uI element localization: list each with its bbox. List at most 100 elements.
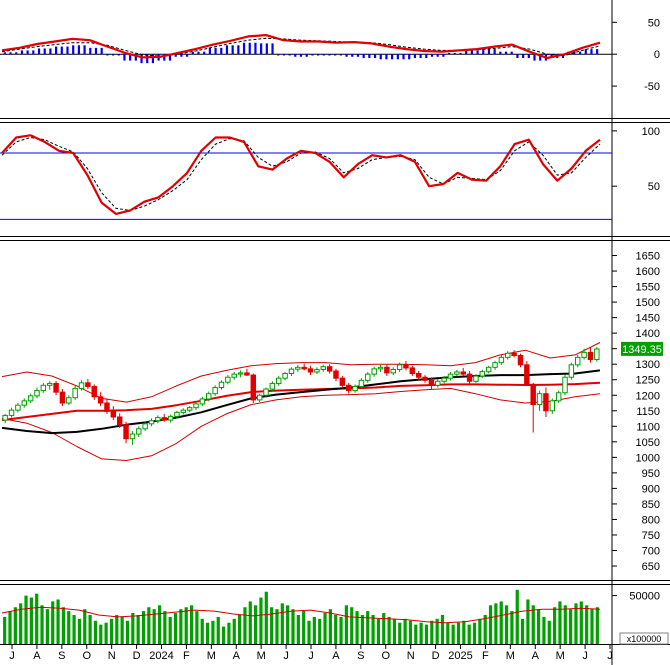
candle-body: [123, 424, 129, 440]
candle-body: [110, 410, 117, 418]
candle-body: [562, 376, 568, 394]
volume-bar: [515, 589, 519, 644]
candle-body: [594, 348, 600, 361]
volume-bar: [29, 597, 33, 644]
candle-body: [390, 368, 396, 374]
volume-bar: [472, 622, 477, 644]
volume-bar: [3, 616, 7, 644]
candle-body: [180, 409, 187, 413]
candle-body: [358, 379, 365, 388]
y-tick-label: 950: [642, 468, 660, 480]
volume-bar: [227, 622, 231, 644]
x-tick-label: J: [283, 650, 289, 662]
candle-body: [85, 382, 91, 388]
volume-bar: [131, 613, 135, 644]
last-price-marker: [621, 341, 663, 356]
stochastic-d-line: [1, 137, 601, 211]
volume-bar: [200, 618, 204, 644]
x-tick-label: J: [582, 650, 588, 662]
candle-body: [231, 373, 237, 378]
volume-bar: [157, 605, 162, 644]
volume-bar: [147, 607, 151, 644]
candle-body: [454, 371, 460, 375]
y-tick-label: 50: [648, 17, 660, 29]
volume-bar: [371, 614, 375, 644]
y-tick-label: 800: [642, 514, 660, 526]
volume-panel: [1, 589, 601, 644]
volume-bar: [254, 605, 258, 644]
volume-bar: [323, 613, 327, 644]
volume-bar: [392, 618, 397, 644]
axes: 50 0 -50 100 50 650 700 750 800 850 900 950 1000 1050…: [9, 17, 669, 662]
candle-body: [53, 382, 59, 393]
candle-body: [256, 394, 263, 401]
candle-body: [447, 373, 454, 379]
candle-body: [129, 433, 136, 440]
y-tick-label: 0: [654, 49, 660, 61]
x-tick-label: D: [432, 650, 440, 662]
x-tick-label: S: [357, 650, 364, 662]
candle-body: [218, 381, 225, 388]
volume-bar: [189, 605, 194, 644]
volume-bar: [547, 620, 551, 644]
candle-body: [587, 351, 594, 361]
candle-body: [479, 371, 486, 377]
candle-body: [244, 372, 250, 376]
x-tick-label: 2024: [149, 650, 173, 662]
y-tick-label: 1200: [636, 390, 660, 402]
volume-bar: [35, 593, 39, 644]
volume-bar: [286, 605, 290, 644]
volume-bar: [520, 618, 525, 644]
candle-body: [371, 368, 377, 375]
volume-bar: [67, 611, 71, 644]
volume-bar: [99, 624, 103, 644]
y-tick-label: 1600: [636, 266, 660, 278]
x-tick-label: J: [9, 650, 15, 662]
candle-body: [568, 364, 575, 378]
volume-bar: [483, 614, 487, 644]
candle-body: [307, 368, 314, 373]
volume-bar: [558, 601, 562, 644]
volume-bar: [574, 603, 578, 644]
y-tick-label: 1450: [636, 313, 660, 325]
candle-body: [288, 368, 295, 375]
volume-bar: [462, 620, 466, 644]
volume-bar: [270, 607, 274, 644]
candle-body: [174, 411, 180, 417]
y-tick-label: 1550: [636, 282, 660, 294]
volume-bar: [109, 618, 114, 644]
y-tick-label: 50: [648, 181, 660, 193]
y-tick-label: 1650: [636, 251, 660, 263]
volume-bar: [141, 611, 146, 644]
volume-bar: [312, 616, 316, 644]
candle-body: [314, 368, 320, 373]
volume-bar: [104, 622, 108, 644]
volume-bar: [8, 611, 12, 644]
x-tick-label: A: [332, 650, 340, 662]
price-panel: [1, 342, 601, 461]
candle-body: [339, 377, 346, 386]
macd-line: [1, 33, 601, 60]
stochastic-k-line: [1, 134, 601, 215]
volume-bar: [19, 603, 23, 644]
candle-body: [282, 373, 288, 379]
x-tick-label: O: [82, 650, 91, 662]
volume-unit-box: [619, 632, 669, 645]
candle-body: [530, 383, 536, 406]
volume-bar: [275, 609, 279, 644]
candle-body: [116, 416, 123, 426]
volume-bar: [302, 611, 306, 644]
y-tick-label: 850: [642, 499, 660, 511]
candle-body: [435, 380, 441, 386]
volume-bar: [115, 614, 119, 644]
candle-body: [186, 407, 193, 411]
candle-body: [498, 356, 505, 364]
stochastic-panel: [0, 134, 612, 220]
candle-body: [199, 398, 206, 405]
volume-bar: [595, 607, 599, 644]
volume-bar: [307, 620, 311, 644]
x-tick-label: M: [506, 650, 515, 662]
x-tick-label: N: [108, 650, 116, 662]
volume-bar: [248, 601, 252, 644]
candle-body: [263, 388, 269, 396]
